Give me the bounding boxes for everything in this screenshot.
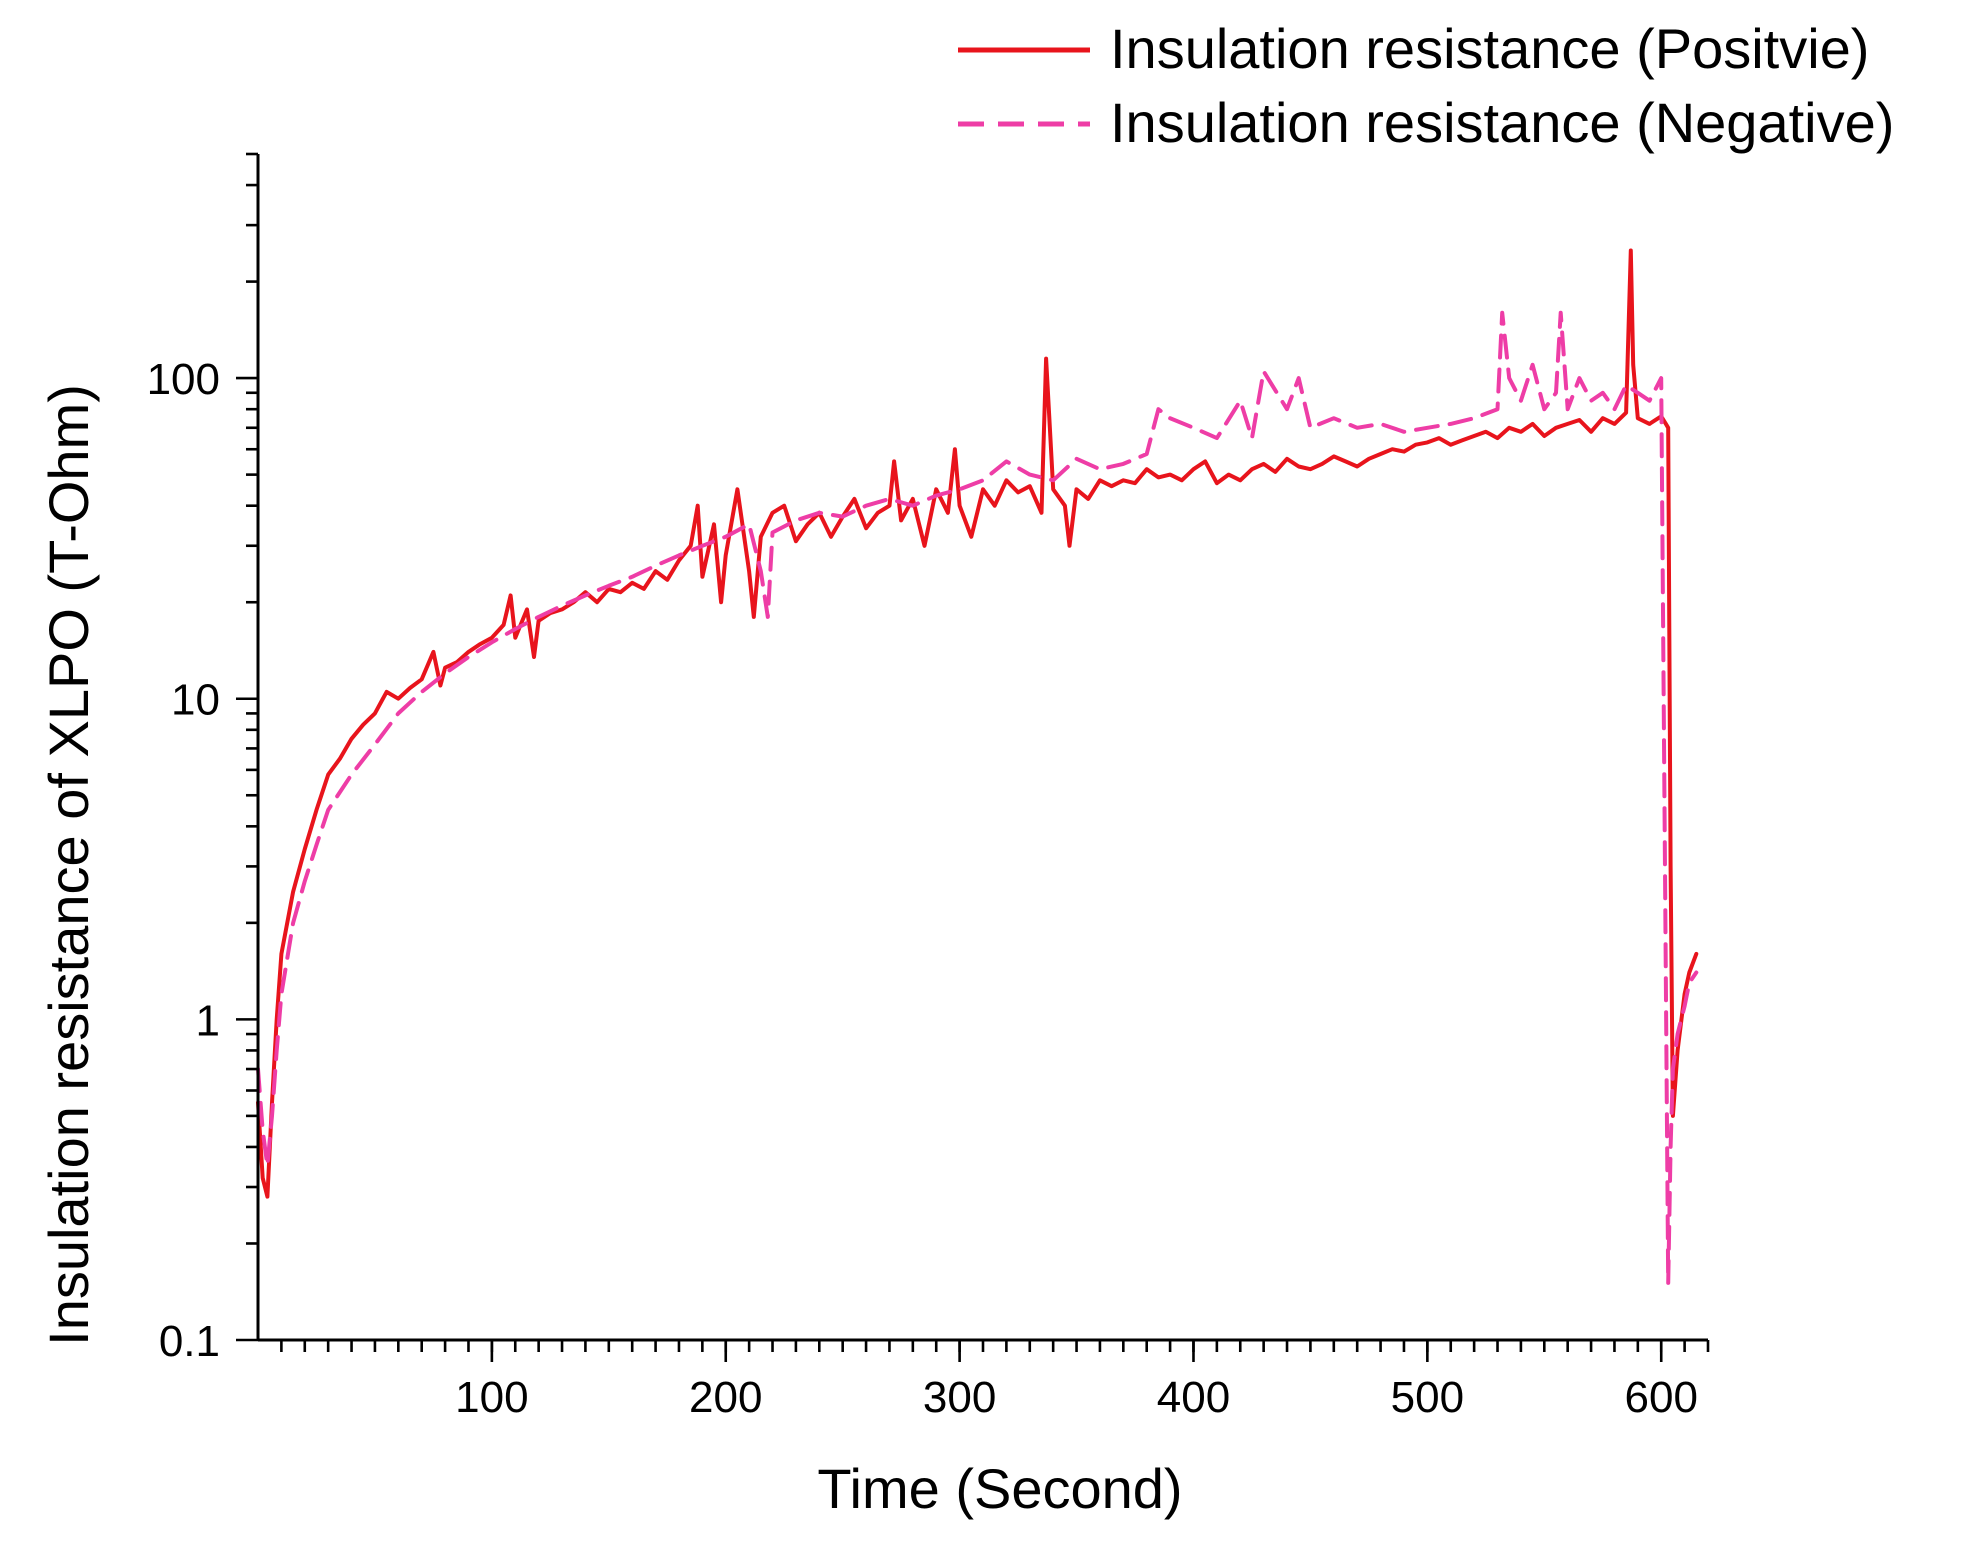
series-layer (256, 248, 1699, 1286)
axes-layer (256, 154, 1708, 1342)
y-tick-label: 1 (196, 996, 220, 1045)
y-tick-label: 100 (147, 355, 220, 404)
series-line-negative (256, 310, 1699, 1286)
x-tick-label: 100 (455, 1373, 528, 1422)
legend-label-positive: Insulation resistance (Positvie) (1110, 17, 1869, 80)
legend: Insulation resistance (Positvie) Insulat… (958, 17, 1894, 154)
x-tick-label: 300 (923, 1373, 996, 1422)
legend-label-negative: Insulation resistance (Negative) (1110, 91, 1894, 154)
ticks-layer: 100 200 300 400 500 600 0.1 1 10 100 (147, 152, 1710, 1422)
x-tick-label: 400 (1157, 1373, 1230, 1422)
y-axis-title: Insulation resistance of XLPO (T-Ohm) (37, 384, 100, 1346)
y-tick-label: 0.1 (159, 1317, 220, 1366)
x-tick-label: 200 (689, 1373, 762, 1422)
y-tick-label: 10 (171, 676, 220, 725)
series-line-positive (256, 248, 1699, 1199)
x-tick-label: 500 (1391, 1373, 1464, 1422)
x-axis-title: Time (Second) (817, 1457, 1182, 1520)
x-tick-label: 600 (1625, 1373, 1698, 1422)
